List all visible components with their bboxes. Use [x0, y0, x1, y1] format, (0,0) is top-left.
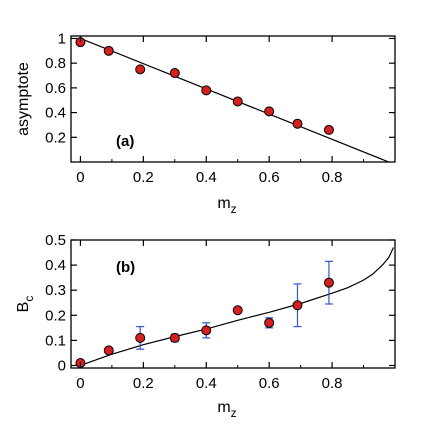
y-tick-label: 0.4	[45, 105, 66, 122]
data-point	[232, 305, 243, 316]
y-axis-label: Bc	[15, 296, 36, 313]
x-axis-label: mz	[217, 195, 236, 216]
data-point	[201, 85, 212, 96]
panel-label: (b)	[116, 259, 135, 276]
data-point	[323, 277, 334, 288]
x-tick-label: 0	[76, 169, 84, 186]
plot-area	[75, 247, 394, 368]
y-tick-label: 0.6	[45, 80, 66, 97]
y-tick-label: 0.2	[45, 307, 66, 324]
panel-a: 0 0.2 0.4 0.6 0.8 0.2 0.4 0.6 0.8 1 mz asymptote (a)	[15, 30, 396, 216]
data-point	[323, 124, 334, 135]
data-point	[292, 118, 303, 129]
y-tick-label: 0.1	[45, 332, 66, 349]
x-tick-label: 0.2	[133, 375, 154, 392]
x-axis-label: mz	[217, 399, 236, 420]
x-tick-label: 0.2	[133, 169, 154, 186]
data-point	[169, 332, 180, 343]
x-tick-label: 0.6	[259, 375, 280, 392]
y-tick-label: 0.5	[45, 232, 66, 249]
y-tick-label: 1	[58, 30, 66, 47]
plot-area	[75, 37, 389, 162]
y-axis-label: asymptote	[15, 62, 32, 136]
x-tick-label: 0.4	[196, 169, 217, 186]
axes-frame	[70, 35, 396, 163]
data-point	[103, 345, 114, 356]
x-tick-label: 0.6	[259, 169, 280, 186]
data-point	[232, 96, 243, 107]
data-point	[135, 332, 146, 343]
x-tick-label: 0	[76, 375, 84, 392]
data-point	[201, 325, 212, 336]
data-point	[169, 68, 180, 79]
data-point	[264, 317, 275, 328]
data-point	[264, 106, 275, 117]
data-point	[103, 45, 114, 56]
x-tick-label: 0.8	[322, 169, 343, 186]
data-point	[135, 64, 146, 75]
y-tick-label: 0.4	[45, 257, 66, 274]
x-tick-label: 0.4	[196, 375, 217, 392]
panel-b: 0 0.2 0.4 0.6 0.8 0 0.1 0.2 0.3 0.4 0.5 mz Bc (b)	[15, 232, 396, 420]
y-tick-label: 0.3	[45, 282, 66, 299]
axes-frame	[70, 239, 396, 369]
y-tick-label: 0	[58, 357, 66, 374]
y-tick-label: 0.8	[45, 55, 66, 72]
panel-label: (a)	[116, 133, 134, 150]
x-tick-label: 0.8	[322, 375, 343, 392]
y-tick-label: 0.2	[45, 129, 66, 146]
data-point	[292, 300, 303, 311]
